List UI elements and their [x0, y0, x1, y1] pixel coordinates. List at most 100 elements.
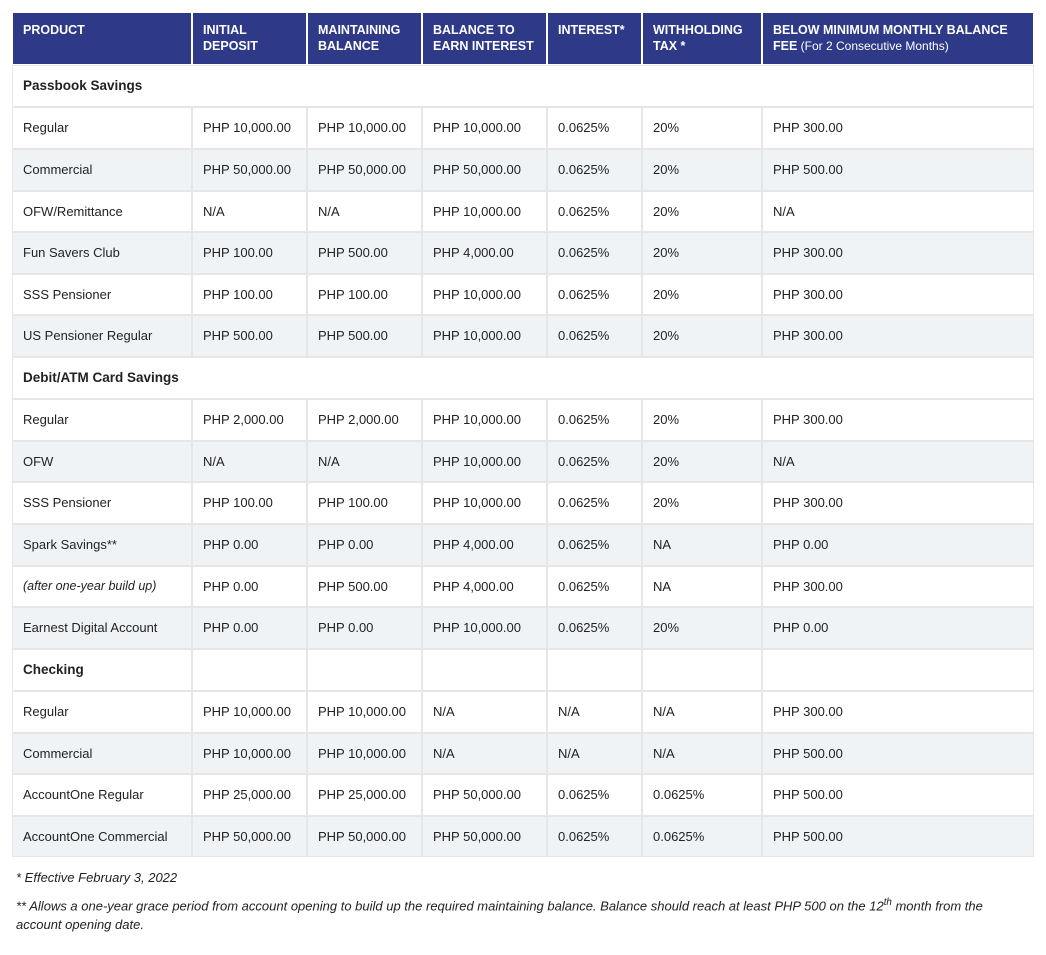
- cell-fee: PHP 300.00: [762, 482, 1034, 524]
- cell-tax: 20%: [642, 274, 762, 316]
- cell-product: SSS Pensioner: [12, 274, 192, 316]
- cell-earn: PHP 50,000.00: [422, 774, 547, 816]
- cell-maintaining: PHP 500.00: [307, 315, 422, 357]
- section-title: Passbook Savings: [12, 65, 1034, 107]
- cell-initial: PHP 0.00: [192, 524, 307, 566]
- products-table: PRODUCTINITIAL DEPOSITMAINTAINING BALANC…: [12, 12, 1034, 857]
- cell-tax: 20%: [642, 107, 762, 149]
- cell-fee: PHP 300.00: [762, 315, 1034, 357]
- cell-earn: PHP 10,000.00: [422, 441, 547, 483]
- cell-maintaining: PHP 0.00: [307, 524, 422, 566]
- cell-product: OFW: [12, 441, 192, 483]
- cell-product: US Pensioner Regular: [12, 315, 192, 357]
- cell-fee: N/A: [762, 191, 1034, 233]
- cell-interest: 0.0625%: [547, 441, 642, 483]
- cell-interest: 0.0625%: [547, 482, 642, 524]
- cell-initial: PHP 500.00: [192, 315, 307, 357]
- cell-tax: 20%: [642, 482, 762, 524]
- column-header: BALANCE TO EARN INTEREST: [422, 12, 547, 65]
- cell-fee: PHP 0.00: [762, 524, 1034, 566]
- cell-interest: 0.0625%: [547, 399, 642, 441]
- table-row: OFWN/AN/APHP 10,000.000.0625%20%N/A: [12, 441, 1034, 483]
- cell-interest: 0.0625%: [547, 816, 642, 858]
- table-row: OFW/RemittanceN/AN/APHP 10,000.000.0625%…: [12, 191, 1034, 233]
- cell-fee: PHP 300.00: [762, 107, 1034, 149]
- table-body: Passbook SavingsRegularPHP 10,000.00PHP …: [12, 65, 1034, 857]
- section-title: Checking: [12, 649, 192, 691]
- cell-maintaining: PHP 10,000.00: [307, 107, 422, 149]
- cell-tax: 0.0625%: [642, 774, 762, 816]
- table-row: RegularPHP 2,000.00PHP 2,000.00PHP 10,00…: [12, 399, 1034, 441]
- cell-maintaining: PHP 500.00: [307, 566, 422, 608]
- table-row: Earnest Digital AccountPHP 0.00PHP 0.00P…: [12, 607, 1034, 649]
- cell-initial: PHP 25,000.00: [192, 774, 307, 816]
- cell-interest: 0.0625%: [547, 107, 642, 149]
- cell-initial: PHP 100.00: [192, 482, 307, 524]
- cell-product: OFW/Remittance: [12, 191, 192, 233]
- cell-earn: PHP 4,000.00: [422, 566, 547, 608]
- cell-initial: PHP 10,000.00: [192, 733, 307, 775]
- cell-tax: 20%: [642, 441, 762, 483]
- cell-interest: 0.0625%: [547, 566, 642, 608]
- cell-fee: PHP 300.00: [762, 274, 1034, 316]
- column-header: PRODUCT: [12, 12, 192, 65]
- cell-product: (after one-year build up): [12, 566, 192, 608]
- cell-interest: 0.0625%: [547, 149, 642, 191]
- cell-tax: 20%: [642, 607, 762, 649]
- cell-tax: 20%: [642, 232, 762, 274]
- cell-product: Regular: [12, 691, 192, 733]
- cell-earn: N/A: [422, 691, 547, 733]
- cell-interest: 0.0625%: [547, 607, 642, 649]
- cell-maintaining: PHP 0.00: [307, 607, 422, 649]
- cell-interest: N/A: [547, 691, 642, 733]
- column-header: INTEREST*: [547, 12, 642, 65]
- table-row: Spark Savings**PHP 0.00PHP 0.00PHP 4,000…: [12, 524, 1034, 566]
- cell-fee: PHP 500.00: [762, 733, 1034, 775]
- cell-maintaining: PHP 25,000.00: [307, 774, 422, 816]
- cell-product: Regular: [12, 399, 192, 441]
- table-row: RegularPHP 10,000.00PHP 10,000.00PHP 10,…: [12, 107, 1034, 149]
- cell-initial: PHP 100.00: [192, 274, 307, 316]
- cell-earn: PHP 4,000.00: [422, 232, 547, 274]
- cell-maintaining: N/A: [307, 191, 422, 233]
- section-row: Passbook Savings: [12, 65, 1034, 107]
- cell-fee: PHP 300.00: [762, 232, 1034, 274]
- cell-interest: 0.0625%: [547, 191, 642, 233]
- footnote-grace-period: ** Allows a one-year grace period from a…: [16, 896, 1030, 935]
- cell-interest: N/A: [547, 733, 642, 775]
- cell-maintaining: PHP 500.00: [307, 232, 422, 274]
- cell-earn: PHP 50,000.00: [422, 816, 547, 858]
- cell-earn: PHP 10,000.00: [422, 482, 547, 524]
- table-row: CommercialPHP 10,000.00PHP 10,000.00N/AN…: [12, 733, 1034, 775]
- column-header: MAINTAINING BALANCE: [307, 12, 422, 65]
- cell-earn: PHP 10,000.00: [422, 399, 547, 441]
- cell-maintaining: PHP 10,000.00: [307, 691, 422, 733]
- cell-fee: PHP 500.00: [762, 149, 1034, 191]
- cell-earn: N/A: [422, 733, 547, 775]
- cell-initial: N/A: [192, 441, 307, 483]
- table-row: SSS PensionerPHP 100.00PHP 100.00PHP 10,…: [12, 274, 1034, 316]
- column-header: BELOW MINIMUM MONTHLY BALANCE FEE (For 2…: [762, 12, 1034, 65]
- cell-earn: PHP 4,000.00: [422, 524, 547, 566]
- cell-earn: PHP 10,000.00: [422, 191, 547, 233]
- cell-product: Regular: [12, 107, 192, 149]
- cell-product: Earnest Digital Account: [12, 607, 192, 649]
- footnotes: * Effective February 3, 2022 ** Allows a…: [12, 869, 1034, 935]
- cell-maintaining: PHP 2,000.00: [307, 399, 422, 441]
- cell-interest: 0.0625%: [547, 524, 642, 566]
- cell-earn: PHP 10,000.00: [422, 107, 547, 149]
- cell-maintaining: PHP 50,000.00: [307, 149, 422, 191]
- cell-initial: PHP 100.00: [192, 232, 307, 274]
- cell-initial: PHP 50,000.00: [192, 149, 307, 191]
- cell-maintaining: PHP 50,000.00: [307, 816, 422, 858]
- table-header: PRODUCTINITIAL DEPOSITMAINTAINING BALANC…: [12, 12, 1034, 65]
- table-row: RegularPHP 10,000.00PHP 10,000.00N/AN/AN…: [12, 691, 1034, 733]
- cell-maintaining: PHP 100.00: [307, 274, 422, 316]
- cell-tax: 20%: [642, 399, 762, 441]
- table-row: US Pensioner RegularPHP 500.00PHP 500.00…: [12, 315, 1034, 357]
- cell-interest: 0.0625%: [547, 315, 642, 357]
- cell-initial: PHP 10,000.00: [192, 691, 307, 733]
- cell-product: Commercial: [12, 149, 192, 191]
- cell-earn: PHP 50,000.00: [422, 149, 547, 191]
- column-header: INITIAL DEPOSIT: [192, 12, 307, 65]
